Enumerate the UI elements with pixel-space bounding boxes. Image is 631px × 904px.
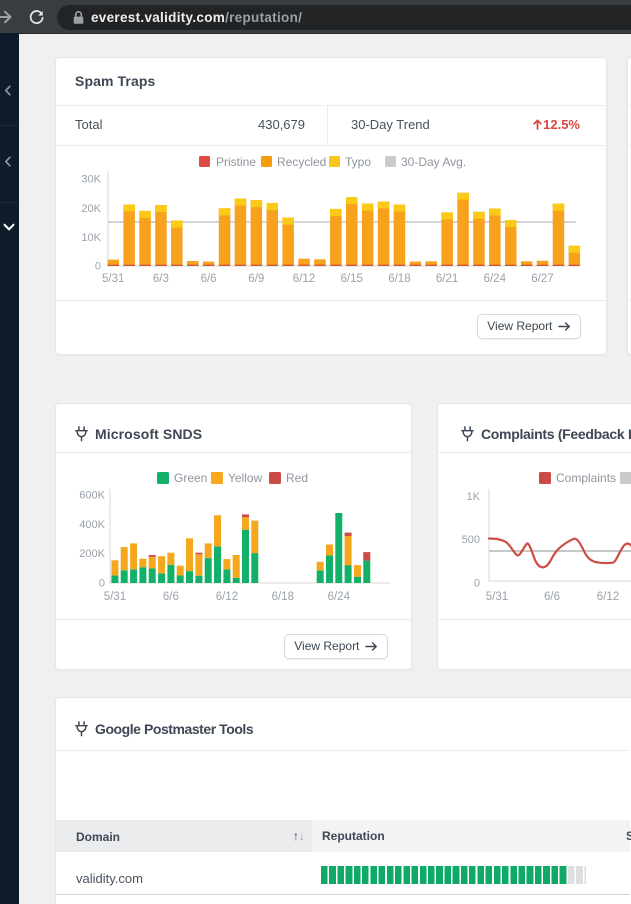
svg-text:6/3: 6/3 <box>153 273 169 285</box>
svg-text:400K: 400K <box>79 519 105 531</box>
svg-text:0: 0 <box>95 261 101 273</box>
svg-text:6/24: 6/24 <box>484 273 507 285</box>
svg-text:1K: 1K <box>467 491 481 503</box>
svg-text:20K: 20K <box>81 203 101 215</box>
svg-text:30K: 30K <box>81 174 101 186</box>
svg-text:6/24: 6/24 <box>328 591 351 603</box>
svg-text:0: 0 <box>474 578 480 590</box>
svg-text:5/31: 5/31 <box>104 591 126 603</box>
svg-text:500: 500 <box>462 534 480 546</box>
svg-text:5/31: 5/31 <box>102 273 124 285</box>
svg-text:0: 0 <box>99 578 105 590</box>
svg-text:6/18: 6/18 <box>388 273 410 285</box>
svg-text:600K: 600K <box>79 490 105 502</box>
svg-text:6/6: 6/6 <box>163 591 179 603</box>
svg-text:6/12: 6/12 <box>216 591 238 603</box>
svg-text:200K: 200K <box>79 548 105 560</box>
svg-text:6/6: 6/6 <box>544 591 560 603</box>
svg-text:6/9: 6/9 <box>248 273 264 285</box>
svg-text:6/27: 6/27 <box>531 273 553 285</box>
svg-text:6/15: 6/15 <box>341 273 363 285</box>
svg-text:5/31: 5/31 <box>486 591 508 603</box>
svg-text:6/12: 6/12 <box>597 591 619 603</box>
svg-text:6/18: 6/18 <box>272 591 294 603</box>
svg-text:6/6: 6/6 <box>201 273 217 285</box>
svg-text:10K: 10K <box>81 232 101 244</box>
svg-text:6/12: 6/12 <box>293 273 315 285</box>
svg-text:6/21: 6/21 <box>436 273 458 285</box>
